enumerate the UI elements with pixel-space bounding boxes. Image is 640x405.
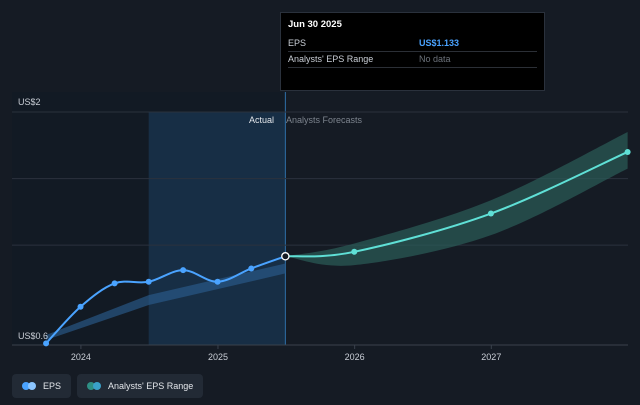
legend-eps-range-label: Analysts' EPS Range [108, 381, 194, 391]
eps-forecast-line [285, 151, 629, 258]
legend-item-eps-range[interactable]: Analysts' EPS Range [77, 374, 204, 398]
legend-item-eps[interactable]: EPS [12, 374, 72, 398]
forecast-point-3 [624, 148, 631, 155]
tooltip-date: Jun 30 2025 [288, 19, 342, 30]
eps-range-legend-icon [87, 382, 102, 390]
actual-section-label: Actual [249, 115, 274, 125]
forecast-point-2 [487, 210, 494, 217]
eps-actual-line [45, 255, 286, 345]
x-tick-label-2027: 2027 [481, 352, 501, 362]
y-axis-top-label: US$2 [18, 97, 41, 107]
tooltip-row-eps: EPS US$1.133 [288, 36, 537, 52]
tooltip-eps-label: EPS [288, 38, 307, 48]
eps-point-4 [180, 267, 187, 274]
y-axis-bottom-label: US$0.6 [18, 331, 48, 341]
legend-eps-label: EPS [43, 381, 62, 391]
eps-point-1 [77, 303, 84, 310]
past-range-band [46, 263, 286, 341]
tooltip-range-value: No data [419, 54, 451, 64]
eps-point-3 [145, 278, 152, 285]
hover-tooltip: Jun 30 2025 EPS US$1.133 Analysts' EPS R… [280, 12, 545, 91]
forecast-section-label: Analysts Forecasts [286, 115, 363, 125]
eps-legend-icon [22, 382, 37, 390]
hover-highlight [148, 112, 286, 345]
chart-legend: EPS Analysts' EPS Range [12, 374, 204, 398]
x-tick-label-2024: 2024 [71, 352, 91, 362]
tooltip-row-range: Analysts' EPS Range No data [288, 52, 537, 68]
tooltip-range-label: Analysts' EPS Range [288, 54, 374, 64]
eps-point-6 [248, 265, 255, 272]
eps-chart: US$2 US$0.6 Actual Analysts Forecasts 20… [12, 92, 631, 362]
forecast-point-1 [351, 248, 358, 255]
forecast-range-band [285, 131, 628, 266]
eps-current-point [281, 252, 290, 261]
eps-point-5 [214, 278, 221, 285]
x-tick-label-2026: 2026 [345, 352, 365, 362]
x-tick-label-2025: 2025 [208, 352, 228, 362]
eps-point-2 [111, 280, 118, 287]
eps-point-0 [43, 340, 50, 347]
tooltip-eps-value: US$1.133 [419, 38, 460, 48]
